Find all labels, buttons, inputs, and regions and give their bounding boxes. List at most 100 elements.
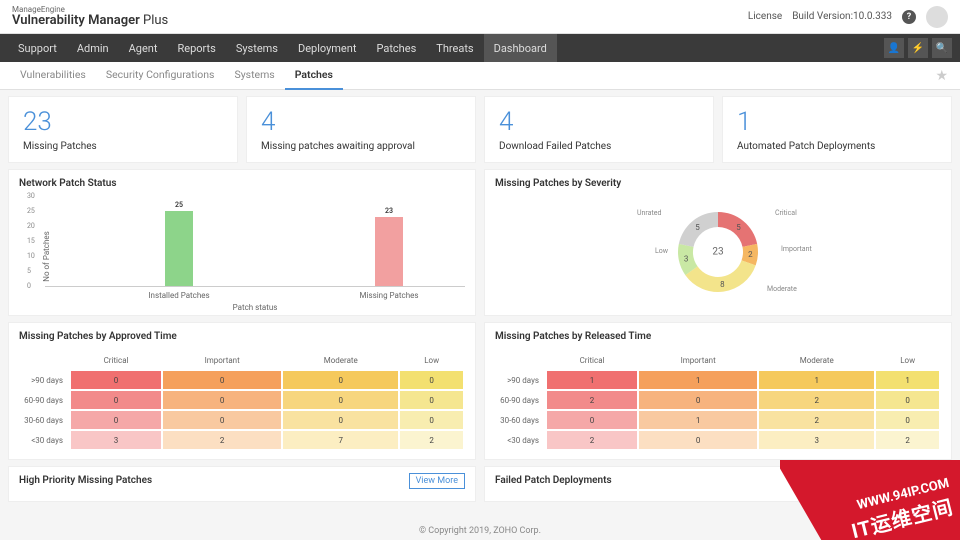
heat-cell[interactable]: 1 <box>876 371 939 389</box>
svg-text:5: 5 <box>695 223 700 232</box>
heat-cell[interactable]: 0 <box>639 391 757 409</box>
nav-admin[interactable]: Admin <box>67 34 119 62</box>
stat-card[interactable]: 23 Missing Patches <box>8 96 238 163</box>
nav-right-icons: 👤 ⚡ 🔍 <box>884 38 952 58</box>
heat-cell[interactable]: 0 <box>283 391 398 409</box>
stat-number: 4 <box>261 107 461 137</box>
heatmap-released: CriticalImportantModerateLow>90 days1111… <box>495 350 941 451</box>
license-link[interactable]: License <box>748 11 782 22</box>
bar-category: Missing Patches <box>360 291 419 300</box>
xaxis-label: Patch status <box>45 303 465 312</box>
heat-row-label: 60-90 days <box>497 391 545 409</box>
heat-cell[interactable]: 2 <box>547 431 637 449</box>
search-icon[interactable]: 🔍 <box>932 38 952 58</box>
bar-chart: No of Patches 05101520253025Installed Pa… <box>45 197 465 307</box>
heat-row-label: 60-90 days <box>21 391 69 409</box>
chart-title: Missing Patches by Released Time <box>495 331 941 342</box>
stat-number: 1 <box>737 107 937 137</box>
main-nav: SupportAdminAgentReportsSystemsDeploymen… <box>0 34 960 62</box>
sub-nav: VulnerabilitiesSecurity ConfigurationsSy… <box>0 62 960 90</box>
heat-cell[interactable]: 0 <box>876 391 939 409</box>
heat-cell[interactable]: 3 <box>759 431 874 449</box>
donut-center: 23 <box>712 247 723 258</box>
heat-cell[interactable]: 0 <box>163 411 281 429</box>
heat-col: Critical <box>547 352 637 369</box>
heat-cell[interactable]: 0 <box>400 391 463 409</box>
heat-cell[interactable]: 0 <box>71 411 161 429</box>
favorite-icon[interactable]: ★ <box>935 68 948 84</box>
heat-col: Low <box>400 352 463 369</box>
subnav-security-configurations[interactable]: Security Configurations <box>96 62 225 90</box>
nav-agent[interactable]: Agent <box>119 34 168 62</box>
heat-row-label: <30 days <box>21 431 69 449</box>
chart-title: Network Patch Status <box>19 178 465 189</box>
build-version: Build Version:10.0.333 <box>792 11 892 22</box>
heat-released-card: Missing Patches by Released Time Critica… <box>484 322 952 460</box>
nav-reports[interactable]: Reports <box>167 34 225 62</box>
heat-cell[interactable]: 2 <box>163 431 281 449</box>
heat-row-label: 30-60 days <box>21 411 69 429</box>
help-icon[interactable]: ? <box>902 10 916 24</box>
bar[interactable]: 23 <box>375 217 403 286</box>
donut-label: Low <box>655 247 668 255</box>
heat-cell[interactable]: 2 <box>759 391 874 409</box>
heat-cell[interactable]: 3 <box>71 431 161 449</box>
bar-area: 05101520253025Installed Patches23Missing… <box>45 197 465 287</box>
charts-row-2: Missing Patches by Approved Time Critica… <box>8 322 952 460</box>
nav-threats[interactable]: Threats <box>426 34 483 62</box>
heat-cell[interactable]: 2 <box>400 431 463 449</box>
nav-patches[interactable]: Patches <box>366 34 426 62</box>
stat-card[interactable]: 4 Missing patches awaiting approval <box>246 96 476 163</box>
heat-cell[interactable]: 0 <box>876 411 939 429</box>
nav-systems[interactable]: Systems <box>226 34 288 62</box>
donut: 52835 23 <box>673 207 763 297</box>
donut-label: Moderate <box>767 285 797 293</box>
heat-cell[interactable]: 0 <box>547 411 637 429</box>
flash-icon[interactable]: ⚡ <box>908 38 928 58</box>
stat-label: Missing Patches <box>23 141 223 152</box>
heat-col: Moderate <box>283 352 398 369</box>
heat-cell[interactable]: 0 <box>71 391 161 409</box>
card-title: High Priority Missing Patches <box>19 475 465 486</box>
heat-cell[interactable]: 0 <box>163 371 281 389</box>
heat-col: Critical <box>71 352 161 369</box>
heat-cell[interactable]: 0 <box>400 411 463 429</box>
subnav-vulnerabilities[interactable]: Vulnerabilities <box>10 62 96 90</box>
nav-dashboard[interactable]: Dashboard <box>484 34 557 62</box>
nav-support[interactable]: Support <box>8 34 67 62</box>
heat-cell[interactable]: 2 <box>759 411 874 429</box>
stat-number: 23 <box>23 107 223 137</box>
heat-cell[interactable]: 2 <box>547 391 637 409</box>
stat-card[interactable]: 1Automated Patch Deployments <box>722 96 952 163</box>
footer: © Copyright 2019, ZOHO Corp. <box>0 522 960 540</box>
bar-category: Installed Patches <box>148 291 209 300</box>
header-right: License Build Version:10.0.333 ? <box>748 6 948 28</box>
notification-icon[interactable]: 👤 <box>884 38 904 58</box>
chart-title: Missing Patches by Severity <box>495 178 941 189</box>
subnav-patches[interactable]: Patches <box>285 62 343 90</box>
heat-cell[interactable]: 2 <box>876 431 939 449</box>
heat-cell[interactable]: 0 <box>400 371 463 389</box>
content-area: 23Missing Patches4Missing patches awaiti… <box>0 90 960 540</box>
heat-cell[interactable]: 0 <box>71 371 161 389</box>
heat-cell[interactable]: 7 <box>283 431 398 449</box>
heat-cell[interactable]: 1 <box>639 411 757 429</box>
heat-col: Low <box>876 352 939 369</box>
heat-col: Important <box>163 352 281 369</box>
heat-cell[interactable]: 1 <box>547 371 637 389</box>
heat-cell[interactable]: 0 <box>283 371 398 389</box>
nav-deployment[interactable]: Deployment <box>288 34 366 62</box>
heat-cell[interactable]: 1 <box>759 371 874 389</box>
heat-cell[interactable]: 0 <box>163 391 281 409</box>
stat-card[interactable]: 4Download Failed Patches <box>484 96 714 163</box>
heat-cell[interactable]: 1 <box>639 371 757 389</box>
charts-row-1: Network Patch Status No of Patches 05101… <box>8 169 952 316</box>
stat-label: Missing patches awaiting approval <box>261 141 461 152</box>
subnav-systems[interactable]: Systems <box>224 62 284 90</box>
bar[interactable]: 25 <box>165 211 193 286</box>
heat-cell[interactable]: 0 <box>639 431 757 449</box>
heat-cell[interactable]: 0 <box>283 411 398 429</box>
svg-text:3: 3 <box>684 255 689 264</box>
avatar[interactable] <box>926 6 948 28</box>
view-more-button[interactable]: View More <box>409 473 465 489</box>
